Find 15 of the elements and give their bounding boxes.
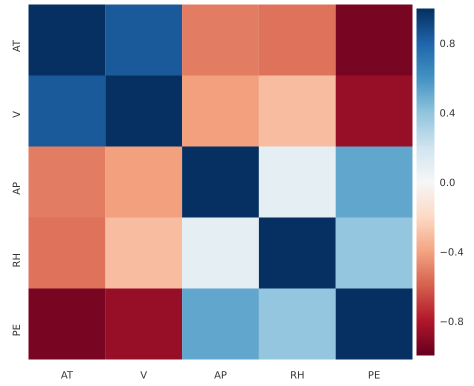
x-tick-label: V (140, 370, 148, 382)
color-bar-label: −0.8 (440, 316, 464, 328)
color-bar-label: 0.8 (440, 39, 456, 50)
color-bar-label: 0.4 (440, 108, 456, 120)
y-tick-label: V (12, 110, 23, 118)
x-tick-label: AT (60, 370, 74, 382)
x-tick-label: PE (368, 370, 380, 382)
x-tick-label: RH (290, 370, 305, 382)
color-bar-label: 0.0 (440, 178, 456, 189)
y-tick-label: AT (12, 39, 23, 52)
color-bar-label: −0.4 (440, 247, 464, 258)
x-tick-label: AP (214, 370, 227, 382)
y-tick-label: PE (12, 324, 23, 336)
y-tick-label: RH (12, 253, 23, 268)
y-tick-label: AP (12, 182, 23, 195)
